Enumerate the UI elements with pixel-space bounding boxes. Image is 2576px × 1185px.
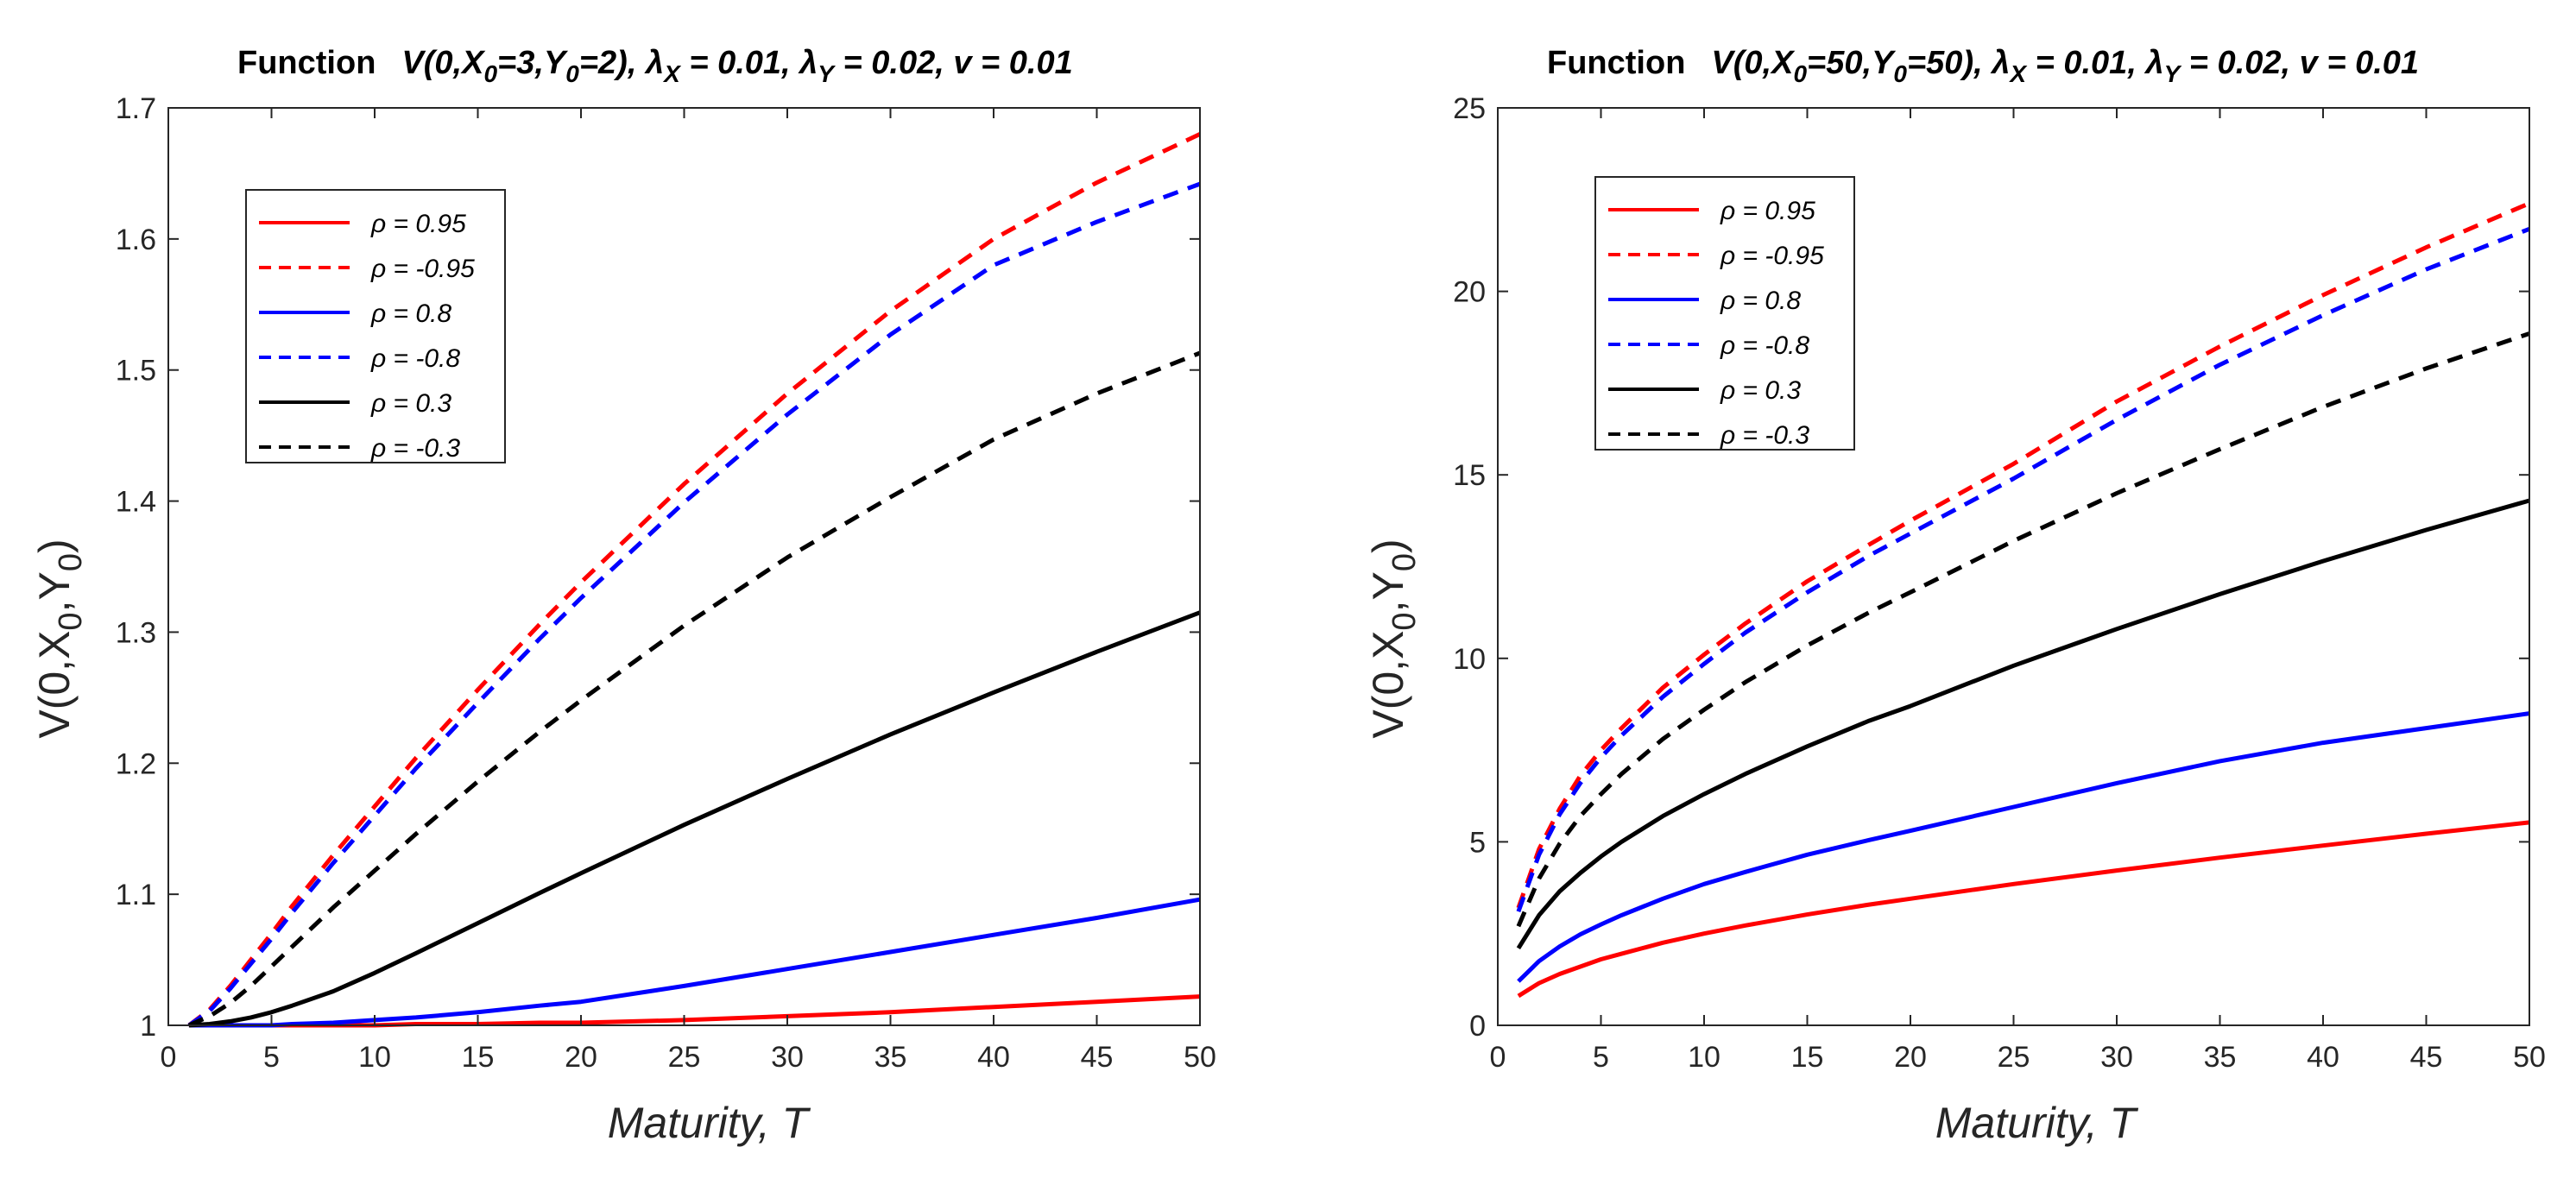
- right-legend-box: [1594, 176, 1855, 451]
- right-series-line: [1517, 711, 2530, 983]
- right-legend-label: ρ = 0.3: [1720, 376, 1801, 405]
- right-chart-title: Function V(0,X0=50,Y0=50), λX = 0.01, λY …: [1547, 45, 2419, 87]
- left-legend-label: ρ = -0.8: [370, 344, 460, 373]
- left-legend-label: ρ = -0.3: [370, 434, 460, 463]
- left-xtick-label: 15: [462, 1041, 495, 1074]
- right-chart-series: [1516, 201, 2530, 999]
- right-ytick-label: 15: [1453, 459, 1486, 492]
- left-chart: Function V(0,X0=3,Y0=2), λX = 0.01, λY = …: [30, 45, 1216, 1147]
- right-chart: Function V(0,X0=50,Y0=50), λX = 0.01, λY …: [1364, 45, 2546, 1147]
- left-legend-box: [245, 189, 506, 463]
- left-xtick-label: 5: [263, 1041, 280, 1074]
- left-chart-legend: ρ = 0.95 ρ = -0.95 ρ = 0.8 ρ = -0.8 ρ = 0.3 ρ…: [245, 189, 506, 463]
- left-chart-title: Function V(0,X0=3,Y0=2), λX = 0.01, λY = …: [237, 45, 1073, 87]
- right-xtick-label: 30: [2100, 1041, 2133, 1074]
- right-xtick-label: 10: [1688, 1041, 1720, 1074]
- right-chart-ylabel: V(0,X0,Y0): [1364, 539, 1423, 738]
- left-legend-label: ρ = 0.95: [370, 210, 466, 238]
- right-ytick-label: 5: [1469, 826, 1486, 859]
- left-ytick-label: 1.7: [116, 92, 156, 125]
- left-xtick-label: 30: [771, 1041, 804, 1074]
- right-series-line: [1516, 331, 2530, 928]
- left-series-line: [187, 181, 1201, 1028]
- left-ytick-label: 1.2: [116, 747, 156, 780]
- left-legend-label: ρ = -0.95: [370, 255, 475, 283]
- left-ytick-label: 1: [140, 1010, 156, 1043]
- left-xtick-label: 40: [977, 1041, 1010, 1074]
- right-xtick-label: 50: [2513, 1041, 2546, 1074]
- left-legend-label: ρ = 0.3: [370, 389, 451, 418]
- right-legend-label: ρ = 0.95: [1720, 197, 1815, 225]
- right-legend-label: ρ = -0.3: [1720, 421, 1809, 450]
- right-ytick-label: 10: [1453, 643, 1486, 676]
- left-ytick-label: 1.1: [116, 879, 156, 911]
- left-ytick-label: 1.3: [116, 616, 156, 649]
- right-series-line: [1516, 498, 2530, 950]
- right-series-line: [1517, 820, 2530, 999]
- left-xtick-label: 25: [668, 1041, 701, 1074]
- right-xtick-label: 40: [2307, 1041, 2339, 1074]
- right-xtick-label: 0: [1490, 1041, 1506, 1074]
- right-xtick-label: 45: [2410, 1041, 2443, 1074]
- left-xtick-label: 35: [874, 1041, 907, 1074]
- left-legend-label: ρ = 0.8: [370, 299, 451, 328]
- right-xtick-label: 35: [2204, 1041, 2237, 1074]
- left-xtick-label: 45: [1081, 1041, 1114, 1074]
- left-xtick-label: 20: [565, 1041, 597, 1074]
- left-series-line: [187, 350, 1201, 1028]
- left-series-line: [188, 610, 1201, 1028]
- right-xtick-label: 20: [1894, 1041, 1927, 1074]
- right-ytick-label: 0: [1469, 1010, 1486, 1043]
- right-ytick-label: 25: [1453, 92, 1486, 125]
- left-chart-ylabel: V(0,X0,Y0): [30, 539, 89, 738]
- right-ytick-label: 20: [1453, 276, 1486, 309]
- left-series-line: [187, 132, 1202, 1027]
- right-legend-label: ρ = -0.95: [1720, 242, 1824, 270]
- left-chart-xlabel: Maturity, T: [608, 1099, 811, 1147]
- left-xtick-label: 50: [1184, 1041, 1216, 1074]
- left-xtick-label: 0: [161, 1041, 177, 1074]
- right-legend-label: ρ = 0.8: [1720, 287, 1801, 315]
- right-chart-xlabel: Maturity, T: [1935, 1099, 2139, 1147]
- right-chart-legend: ρ = 0.95 ρ = -0.95 ρ = 0.8 ρ = -0.8 ρ = 0.3 ρ…: [1594, 176, 1855, 451]
- right-series-line: [1516, 201, 2530, 909]
- left-ytick-label: 1.6: [116, 224, 156, 256]
- right-xtick-label: 15: [1791, 1041, 1824, 1074]
- right-legend-label: ρ = -0.8: [1720, 331, 1809, 360]
- right-xtick-label: 5: [1593, 1041, 1609, 1074]
- left-xtick-label: 10: [358, 1041, 391, 1074]
- right-xtick-label: 25: [1998, 1041, 2030, 1074]
- left-ytick-label: 1.5: [116, 355, 156, 388]
- right-series-line: [1516, 226, 2530, 913]
- left-ytick-label: 1.4: [116, 486, 156, 519]
